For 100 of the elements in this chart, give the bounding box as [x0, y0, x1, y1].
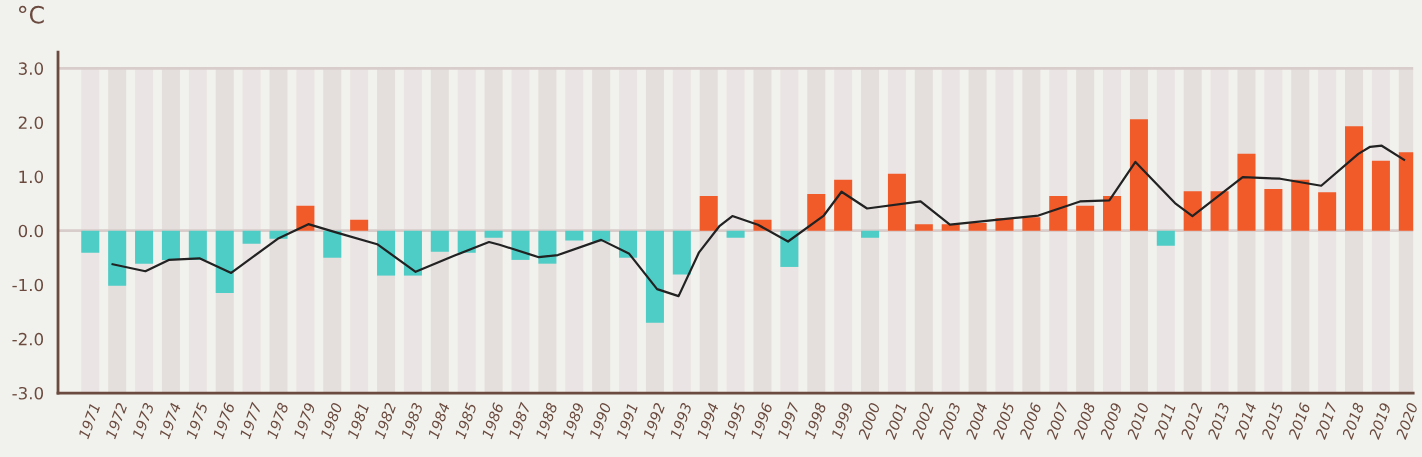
y-tick-label: 1.0 [19, 170, 44, 184]
bar [1156, 230, 1175, 246]
bar [861, 230, 880, 238]
x-tick-label: 2003 [938, 402, 961, 441]
x-tick-label: 1977 [239, 401, 263, 440]
bar [1264, 189, 1283, 231]
bar [1210, 191, 1229, 231]
bar [834, 179, 853, 231]
x-tick-label: 2010 [1126, 402, 1150, 441]
bar [403, 230, 422, 276]
x-tick-label: 1994 [696, 402, 719, 440]
bar [1022, 217, 1041, 231]
x-tick-label: 2020 [1395, 402, 1419, 441]
x-tick-label: 2005 [992, 402, 1015, 441]
bar [242, 230, 261, 244]
x-tick-label: 2015 [1260, 402, 1284, 441]
y-tick-label: 2.0 [18, 116, 44, 130]
bar [161, 230, 180, 260]
bar [135, 230, 154, 264]
bar [511, 230, 530, 260]
x-tick-label: 1995 [723, 402, 746, 440]
y-tick-label: 0.0 [18, 224, 44, 238]
bar [1291, 179, 1310, 231]
bar [457, 230, 476, 253]
bar [1049, 196, 1068, 231]
y-tick-label: -2.0 [12, 332, 44, 346]
x-tick-label: 1974 [158, 402, 182, 440]
bar [81, 230, 100, 253]
x-tick-label: 1992 [642, 402, 666, 440]
bar [887, 173, 906, 231]
y-tick-label: -3.0 [12, 386, 44, 400]
x-tick-label: 1978 [266, 402, 289, 440]
bar [565, 230, 584, 241]
bar [1318, 192, 1337, 231]
bar [672, 230, 691, 275]
bar [699, 196, 718, 231]
x-tick-label: 1997 [777, 401, 800, 440]
bar [323, 230, 342, 258]
bar [484, 230, 503, 238]
bar [538, 230, 557, 264]
bar [1183, 191, 1202, 231]
x-tick-label: 1993 [669, 402, 693, 440]
x-tick-label: 2013 [1207, 402, 1230, 441]
line-series [111, 144, 1406, 298]
x-tick-label: 1987 [508, 401, 532, 440]
bar [1237, 153, 1256, 231]
x-tick-label: 1972 [104, 402, 128, 440]
y-tick-label: 3.0 [18, 62, 44, 75]
x-tick-label: 2009 [1099, 402, 1123, 441]
bar [377, 230, 396, 276]
bar [188, 230, 207, 260]
x-tick-label: 2016 [1287, 402, 1311, 441]
bar [968, 223, 987, 231]
y-axis-title: °C [19, 5, 44, 24]
x-tick-label: 1971 [78, 403, 101, 440]
bar [780, 230, 799, 267]
x-tick-label: 1998 [804, 402, 827, 440]
x-tick-label: 2011 [1153, 403, 1176, 441]
bar [350, 219, 369, 231]
x-tick-label: 1991 [615, 403, 638, 440]
x-tick-label: 1976 [212, 402, 236, 440]
x-tick-label: 1988 [535, 402, 558, 440]
x-tick-label: 1982 [373, 402, 397, 440]
bar [1345, 126, 1364, 231]
x-tick-label: 2014 [1234, 402, 1257, 441]
x-tick-label: 2019 [1368, 402, 1392, 441]
bar [1371, 160, 1390, 231]
x-tick-label: 2000 [857, 402, 881, 441]
x-tick-label: 1981 [346, 403, 370, 440]
x-tick-label: 1989 [562, 402, 585, 440]
x-tick-label: 2008 [1072, 402, 1096, 441]
bar [726, 230, 745, 238]
bar [1076, 205, 1095, 231]
bar [296, 205, 315, 231]
x-tick-label: 2006 [1018, 402, 1042, 441]
x-tick-label: 2017 [1314, 401, 1338, 441]
x-tick-label: 2007 [1045, 401, 1069, 441]
x-tick-label: 1985 [454, 402, 478, 440]
x-tick-label: 1986 [481, 402, 504, 440]
bar [1103, 196, 1122, 231]
bar [108, 230, 127, 286]
x-tick-label: 1980 [320, 402, 343, 440]
x-tick-label: 2002 [911, 402, 935, 441]
x-tick-label: 1984 [427, 402, 451, 440]
bar [430, 230, 449, 252]
x-tick-label: 1973 [131, 402, 155, 440]
x-tick-label: 2012 [1180, 402, 1203, 441]
bar [619, 230, 638, 258]
x-tick-label: 2001 [884, 403, 907, 441]
x-tick-label: 1975 [185, 402, 209, 440]
x-tick-label: 1983 [400, 402, 424, 440]
x-tick-label: 1979 [293, 402, 316, 440]
x-tick-label: 1990 [588, 402, 612, 440]
y-tick-label: -1.0 [12, 278, 44, 292]
x-tick-label: 2004 [965, 402, 988, 441]
bar [914, 224, 933, 231]
bar [645, 230, 664, 323]
x-tick-label: 1999 [830, 402, 854, 440]
x-tick-label: 2018 [1341, 402, 1365, 441]
bar [215, 230, 234, 293]
